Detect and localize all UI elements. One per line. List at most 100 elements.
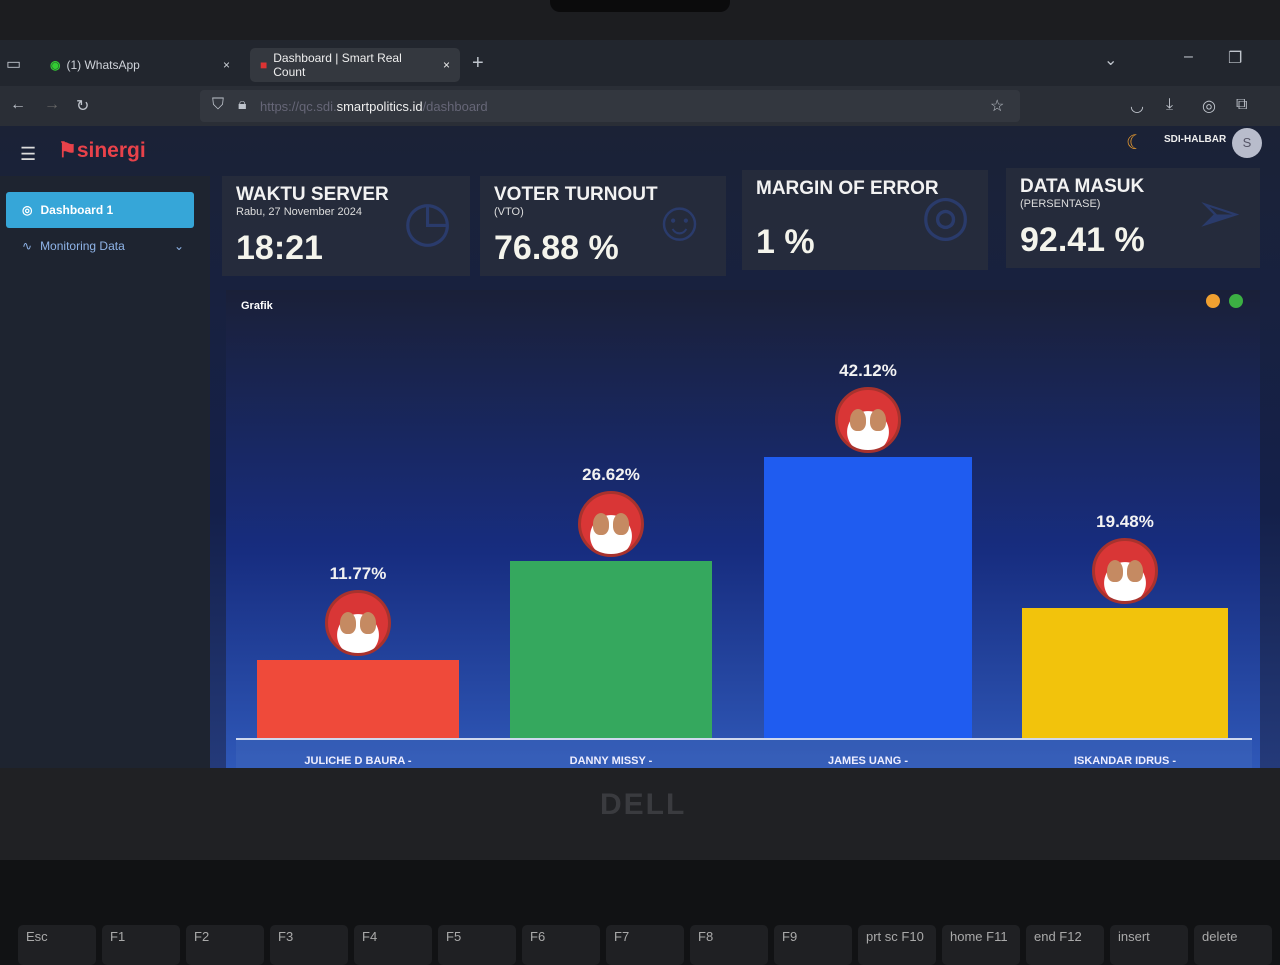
keyboard-key[interactable]: insert: [1110, 925, 1188, 965]
laptop-bottom-bezel: DELL: [0, 768, 1280, 860]
card-subtitle: (VTO): [494, 206, 524, 218]
tab-whatsapp[interactable]: ◉ (1) WhatsApp ×: [40, 48, 240, 82]
keyboard-key[interactable]: F3: [270, 925, 348, 965]
candidate-photo: [578, 490, 644, 557]
send-icon: ➢: [1195, 181, 1242, 244]
card-subtitle: (PERSENTASE): [1020, 198, 1101, 210]
sidebar-item-label: Dashboard 1: [40, 203, 114, 217]
keyboard-key[interactable]: F8: [690, 925, 768, 965]
close-tab-icon[interactable]: ×: [443, 58, 451, 72]
close-tab-icon[interactable]: ×: [222, 58, 230, 72]
data-label: 11.77%: [329, 563, 387, 583]
keyboard-key[interactable]: F2: [186, 925, 264, 965]
keyboard-key[interactable]: F4: [354, 925, 432, 965]
target-icon: ◎: [921, 183, 970, 246]
x-axis-band: [236, 738, 1252, 768]
url-domain: smartpolitics.id: [336, 98, 423, 114]
dashboard-icon: ◎: [22, 203, 33, 217]
keyboard-key[interactable]: Esc: [18, 925, 96, 965]
logo-text: sinergi: [76, 139, 146, 162]
card-voter-turnout: ☺ VOTER TURNOUT (VTO) 76.88 %: [480, 176, 726, 276]
card-title: VOTER TURNOUT: [494, 184, 658, 205]
user-name: SDI-HALBAR: [1164, 134, 1227, 145]
keyboard-key[interactable]: F1: [102, 925, 180, 965]
browser-nav-bar: ← → ↻ ⛉ 🔒︎ https://qc.sdi. smartpolitics…: [0, 86, 1280, 126]
card-value: 92.41 %: [1020, 221, 1145, 259]
keyboard-key[interactable]: delete: [1194, 925, 1272, 965]
x-tick-label-line: JAMES UANG -: [827, 755, 909, 767]
sidebar: ◎ Dashboard 1 ∿ Monitoring Data ⌄: [0, 176, 210, 768]
x-tick-label-line: ISKANDAR IDRUS -: [1073, 755, 1177, 767]
fullscreen-button[interactable]: [1229, 294, 1243, 308]
users-icon: ☺: [650, 189, 708, 252]
account-icon[interactable]: ◎: [1202, 98, 1216, 115]
dell-logo: DELL: [600, 788, 687, 821]
sidebar-item-dashboard[interactable]: ◎ Dashboard 1: [6, 192, 194, 228]
back-icon[interactable]: ←: [10, 96, 26, 113]
reload-icon[interactable]: ↻: [76, 98, 90, 115]
download-icon[interactable]: ⤓: [1166, 96, 1174, 113]
keyboard-key[interactable]: prt sc F10: [858, 925, 936, 965]
card-waktu-server: ◷ WAKTU SERVER Rabu, 27 November 2024 18…: [222, 176, 470, 276]
maximize-icon[interactable]: ❐: [1228, 50, 1243, 67]
tab-list-icon[interactable]: ▭: [6, 56, 22, 73]
x-axis-line: [236, 738, 1252, 740]
data-label: 42.12%: [839, 361, 897, 381]
laptop-top-bezel: [0, 0, 1280, 40]
dashboard-app: ☰ ⚑sinergi ☾ SDI-HALBAR S ◎ Dashboard 1 ∿…: [0, 126, 1280, 768]
panel-title: Grafik: [241, 300, 273, 312]
keyboard-key[interactable]: F7: [606, 925, 684, 965]
browser-tab-bar: ▭ ◉ (1) WhatsApp × ■ Dashboard | Smart R…: [0, 40, 1280, 86]
extensions-icon[interactable]: ⧉: [1236, 96, 1248, 113]
tab-label: Dashboard | Smart Real Count: [273, 51, 402, 79]
keyboard-key[interactable]: end F12: [1026, 925, 1104, 965]
whatsapp-icon: ◉: [50, 58, 61, 72]
bookmark-star-icon[interactable]: ☆: [990, 98, 1005, 115]
bar[interactable]: [257, 659, 459, 738]
forward-icon[interactable]: →: [44, 96, 60, 113]
x-tick-label-line: JULICHE D BAURA -: [304, 755, 412, 767]
tab-label: (1) WhatsApp: [66, 58, 140, 72]
card-subtitle: Rabu, 27 November 2024: [236, 206, 362, 218]
card-title: MARGIN OF ERROR: [756, 178, 939, 199]
bar[interactable]: [764, 457, 972, 738]
site-favicon: ■: [260, 58, 268, 72]
minimize-icon[interactable]: –: [1184, 48, 1193, 65]
keyboard-key[interactable]: F9: [774, 925, 852, 965]
card-value: 1 %: [756, 223, 815, 261]
avatar[interactable]: S: [1232, 128, 1262, 158]
keyboard-key[interactable]: F6: [522, 925, 600, 965]
chevron-down-icon[interactable]: ⌄: [1104, 52, 1118, 69]
shield-icon: ⛉: [212, 96, 225, 113]
sidebar-item-monitoring[interactable]: ∿ Monitoring Data ⌄: [6, 228, 194, 264]
data-label: 26.62%: [582, 464, 640, 484]
webcam: [550, 0, 730, 12]
card-value: 76.88 %: [494, 229, 619, 267]
new-tab-icon[interactable]: +: [472, 52, 484, 74]
card-margin-of-error: ◎ MARGIN OF ERROR 1 %: [742, 170, 988, 270]
collapse-button[interactable]: [1206, 294, 1220, 308]
bar[interactable]: [1022, 608, 1228, 738]
sidebar-item-label: Monitoring Data: [40, 239, 125, 253]
x-tick-label: DANNY MISSY -IKSAN HUSAIN: [501, 754, 721, 768]
card-title: WAKTU SERVER: [236, 184, 389, 205]
card-value: 18:21: [236, 229, 323, 267]
activity-icon: ∿: [22, 239, 33, 253]
tab-dashboard[interactable]: ■ Dashboard | Smart Real Count ×: [250, 48, 460, 82]
candidate-photo: [835, 387, 901, 454]
lock-icon: 🔒︎: [238, 96, 247, 113]
keyboard-key[interactable]: F5: [438, 925, 516, 965]
x-tick-label: JULICHE D BAURA -BUSTAMI ALBAAR: [248, 754, 468, 768]
candidate-photo: [1092, 538, 1158, 605]
logo[interactable]: ⚑sinergi: [58, 139, 146, 162]
url-path: /dashboard: [422, 98, 488, 114]
data-label: 19.48%: [1096, 512, 1154, 532]
moon-icon[interactable]: ☾: [1126, 132, 1144, 154]
pocket-icon[interactable]: ◡: [1130, 98, 1144, 115]
x-tick-label: JAMES UANG -DJUFRI MUHAMAD: [758, 754, 978, 768]
url-bar[interactable]: ⛉ 🔒︎ https://qc.sdi. smartpolitics.id /d…: [200, 90, 1020, 122]
url-prefix: https://qc.sdi.: [260, 98, 337, 114]
keyboard-key[interactable]: home F11: [942, 925, 1020, 965]
hamburger-menu-icon[interactable]: ☰: [20, 144, 37, 164]
bar[interactable]: [510, 560, 712, 738]
